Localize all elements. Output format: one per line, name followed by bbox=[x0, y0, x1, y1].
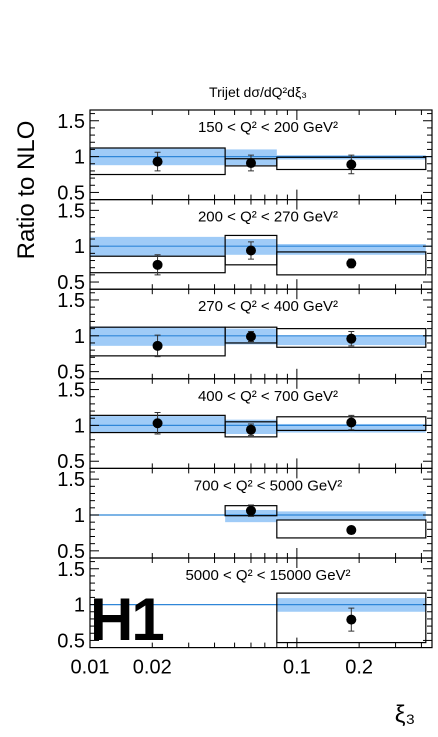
y-tick-label: 1.5 bbox=[57, 200, 85, 222]
x-tick-labels: 0.01 0.02 0.1 0.2 bbox=[71, 657, 374, 679]
y-tick-label: 1 bbox=[74, 415, 85, 437]
y-tick-label: 1.5 bbox=[57, 559, 85, 581]
x-tick-label: 0.01 bbox=[71, 657, 110, 679]
data-point bbox=[152, 418, 163, 429]
data-point bbox=[346, 159, 357, 170]
data-point bbox=[152, 259, 163, 270]
panel-frame bbox=[89, 557, 433, 649]
y-tick-label: 0.5 bbox=[57, 541, 85, 563]
y-tick-label: 0.5 bbox=[57, 630, 85, 652]
y-tick-label: 0.5 bbox=[57, 451, 85, 473]
y-tick-label: 1.5 bbox=[57, 469, 85, 491]
data-point bbox=[152, 340, 163, 351]
panel-4: 0.5 1 1.5 400 < Q² < 700 GeV² bbox=[57, 378, 433, 473]
data-point bbox=[346, 525, 357, 536]
data-point bbox=[152, 156, 163, 167]
systematic-box bbox=[276, 328, 427, 348]
y-tick-label: 1 bbox=[74, 236, 85, 258]
data-point bbox=[245, 158, 256, 169]
panel-q2-label: 200 < Q² < 270 GeV² bbox=[198, 209, 338, 226]
y-tick-label: 1.5 bbox=[57, 111, 85, 133]
systematic-box bbox=[276, 592, 427, 644]
data-point bbox=[245, 424, 256, 435]
y-tick-label: 1 bbox=[74, 505, 85, 527]
y-axis-label: Ratio to NLO bbox=[13, 121, 40, 260]
x-tick-label: 0.2 bbox=[345, 657, 373, 679]
data-point bbox=[245, 245, 256, 256]
data-point bbox=[346, 417, 357, 428]
data-point bbox=[346, 258, 357, 269]
panel-5: 0.5 1 1.5 700 < Q² < 5000 GeV² bbox=[57, 467, 433, 563]
panel-2: 0.5 1 1.5 200 < Q² < 270 GeV² bbox=[57, 199, 433, 294]
panel-q2-label: 700 < Q² < 5000 GeV² bbox=[194, 477, 342, 494]
data-point bbox=[245, 331, 256, 342]
data-point bbox=[346, 614, 357, 625]
panel-1: 0.5 1 1.5 150 < Q² < 200 GeV² bbox=[57, 109, 433, 204]
x-tick-label: 0.1 bbox=[283, 657, 311, 679]
nlo-band bbox=[276, 511, 426, 521]
data-point bbox=[346, 333, 357, 344]
h1-logo: H1 bbox=[90, 586, 163, 653]
data-point bbox=[245, 505, 256, 516]
figure-title: Trijet dσ/dQ²dξ₃ bbox=[209, 84, 307, 100]
panel-stack: 0.5 1 1.5 150 < Q² < 200 GeV² 0.5 1 1.5 200 < Q… bbox=[57, 109, 433, 652]
y-tick-label: 0.5 bbox=[57, 182, 85, 204]
x-axis-label: ξ₃ bbox=[395, 701, 416, 728]
y-tick-label: 1.5 bbox=[57, 380, 85, 402]
y-tick-label: 1 bbox=[74, 595, 85, 617]
panel-q2-label: 150 < Q² < 200 GeV² bbox=[198, 119, 338, 136]
x-tick-label: 0.02 bbox=[133, 657, 172, 679]
systematic-box bbox=[276, 251, 427, 276]
systematic-box bbox=[276, 519, 427, 539]
y-tick-label: 1 bbox=[74, 326, 85, 348]
panel-3: 0.5 1 1.5 270 < Q² < 400 GeV² bbox=[57, 288, 433, 384]
y-tick-label: 1.5 bbox=[57, 290, 85, 312]
y-tick-label: 1 bbox=[74, 147, 85, 169]
panel-q2-label: 400 < Q² < 700 GeV² bbox=[198, 388, 338, 405]
panel-6: 0.5 1 1.5 5000 < Q² < 15000 GeV² bbox=[57, 557, 433, 652]
panel-q2-label: 270 < Q² < 400 GeV² bbox=[198, 298, 338, 315]
panel-q2-label: 5000 < Q² < 15000 GeV² bbox=[185, 567, 350, 584]
y-tick-label: 0.5 bbox=[57, 272, 85, 294]
y-tick-label: 0.5 bbox=[57, 362, 85, 384]
systematic-box bbox=[224, 234, 278, 266]
nlo-band bbox=[276, 244, 426, 255]
